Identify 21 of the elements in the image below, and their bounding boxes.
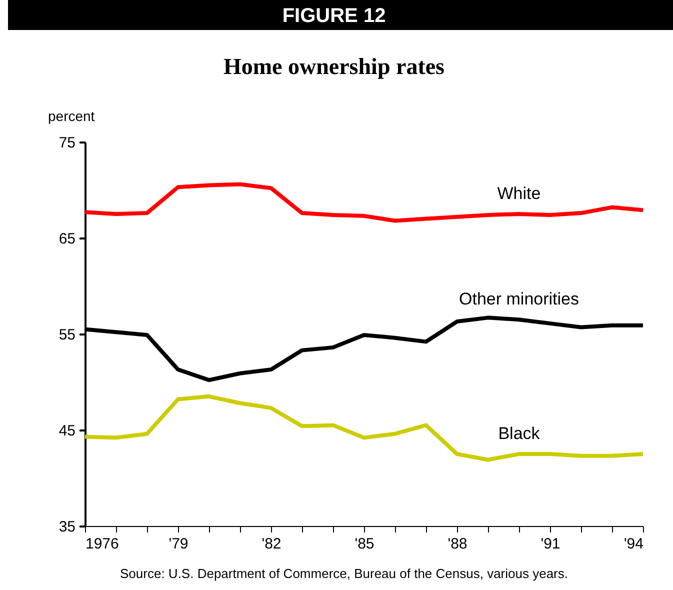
x-tick-label: 1976 [86, 536, 119, 552]
source-note: Source: U.S. Department of Commerce, Bureau of the Census, various years. [120, 566, 568, 581]
y-tick-label: 75 [58, 134, 76, 152]
x-tick-label: '94 [624, 536, 644, 552]
y-tick-label: 65 [58, 230, 76, 248]
x-tick-label: '79 [168, 536, 188, 552]
series-label: Black [498, 424, 540, 443]
x-tick-label: '88 [448, 536, 468, 552]
line-series [83, 394, 645, 462]
x-tick-label: '85 [354, 536, 374, 552]
x-tick-label: '91 [540, 536, 560, 552]
line-series [83, 182, 645, 223]
y-axis-title: percent [48, 108, 95, 124]
y-tick-label: 55 [58, 326, 76, 344]
caption: FIGURE 12 [282, 5, 386, 27]
series-label: White [497, 184, 541, 203]
series-label: Other minorities [459, 290, 579, 309]
y-tick-label: 35 [58, 518, 76, 536]
chart-title: Home ownership rates [223, 54, 445, 79]
y-tick-label: 45 [58, 422, 76, 440]
x-tick-label: '82 [262, 536, 282, 552]
